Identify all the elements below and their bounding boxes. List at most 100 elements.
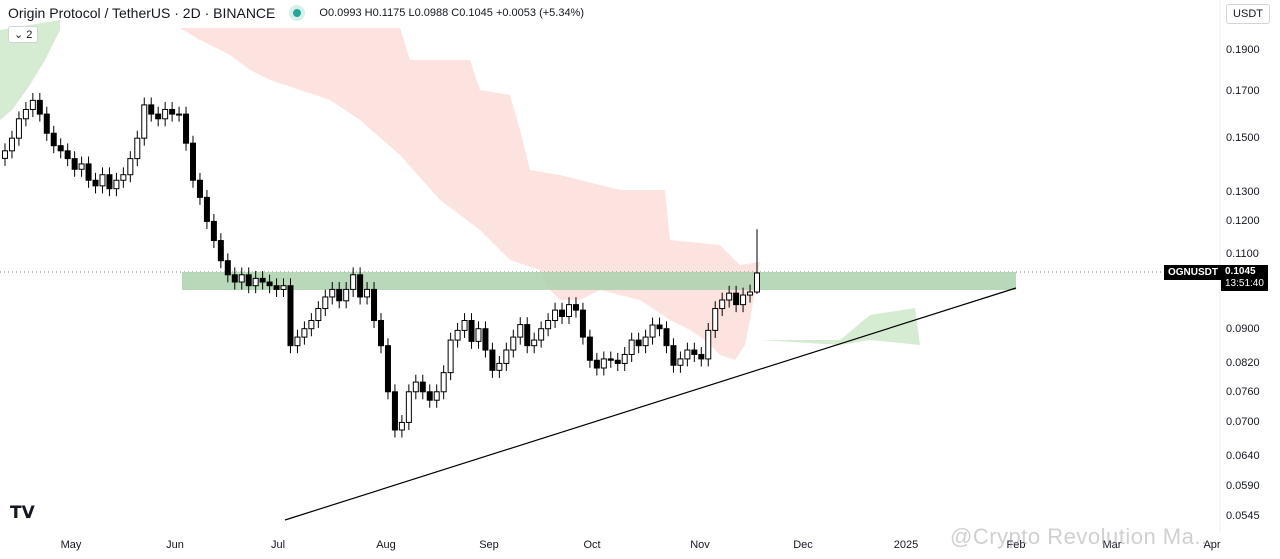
candle-body — [92, 179, 99, 187]
candle-body — [43, 113, 50, 134]
candle-body — [273, 285, 280, 290]
indicators-toggle[interactable]: ⌄ 2 — [8, 26, 39, 43]
candle-body — [350, 274, 357, 290]
candle-body — [85, 163, 92, 181]
price-tick: 0.0590 — [1226, 480, 1260, 493]
candle-body — [245, 274, 252, 287]
candle-body — [203, 196, 210, 222]
candle-body — [2, 150, 8, 159]
candle-body — [412, 381, 419, 393]
candle-body — [169, 108, 176, 115]
price-tick: 0.1100 — [1226, 247, 1259, 260]
candle-body — [726, 292, 733, 301]
price-tick: 0.0760 — [1226, 385, 1260, 398]
candle-body — [210, 220, 217, 242]
candle-body — [78, 163, 85, 170]
candle-body — [684, 349, 691, 360]
candle-body — [677, 358, 684, 366]
candle-body — [517, 324, 524, 338]
candle-body — [22, 108, 29, 120]
candle-body — [489, 349, 496, 371]
candle-body — [364, 288, 371, 298]
price-tick: 0.0900 — [1226, 322, 1260, 335]
candle-body — [391, 391, 398, 431]
candle-body — [691, 349, 698, 355]
tradingview-logo[interactable]: 𝗧𝗩 — [10, 503, 35, 522]
time-tick: Feb — [1006, 539, 1026, 551]
candles — [2, 92, 760, 438]
candle-body — [134, 137, 141, 160]
candle-body — [336, 288, 343, 302]
candle-body — [155, 113, 162, 120]
candle-body — [747, 291, 754, 296]
candle-body — [545, 320, 552, 330]
symbol-price-label: OGNUSDT — [1164, 265, 1222, 280]
time-tick: May — [60, 539, 82, 551]
candle-body — [259, 277, 266, 283]
candle-body — [593, 359, 600, 369]
candle-body — [224, 260, 231, 276]
currency-button[interactable]: USDT — [1226, 4, 1270, 24]
candle-body — [586, 336, 593, 361]
watermark: @Crypto Revolution Ma... — [950, 524, 1215, 549]
candle-body — [127, 158, 134, 176]
chevron-down-icon: ⌄ — [14, 29, 27, 41]
candle-body — [698, 353, 705, 360]
candle-body — [482, 328, 489, 351]
ichimoku-cloud-bull-left — [0, 20, 60, 120]
candle-body — [524, 324, 531, 347]
candle-body — [642, 336, 649, 347]
candle-body — [510, 336, 517, 351]
price-tick: 0.1300 — [1226, 185, 1260, 198]
candle-body — [280, 285, 287, 290]
candle-body — [36, 99, 43, 115]
ohlc-values: O0.0993 H0.1175 L0.0988 C0.1045 +0.0053 … — [319, 7, 585, 19]
indicator-count: 2 — [26, 29, 33, 41]
candle-body — [663, 328, 670, 347]
candle-body — [531, 339, 538, 347]
ichimoku-cloud-bear — [180, 28, 760, 360]
candle-body — [308, 320, 315, 330]
time-tick: Jul — [270, 539, 286, 551]
candle-body — [475, 328, 482, 342]
candle-body — [266, 281, 273, 287]
candle-body — [99, 174, 106, 187]
candle-body — [231, 274, 238, 283]
symbol-title[interactable]: Origin Protocol / TetherUS · 2D · BINANC… — [8, 5, 276, 21]
price-tick: 0.0700 — [1226, 416, 1260, 429]
candle-body — [322, 296, 329, 310]
candle-body — [559, 309, 566, 317]
candle-body — [649, 324, 656, 338]
price-tick: 0.1200 — [1226, 215, 1260, 228]
candle-body — [343, 288, 350, 302]
candle-body — [238, 274, 245, 283]
candle-body — [50, 132, 57, 147]
candle-body — [552, 309, 559, 322]
candle-body — [635, 339, 642, 347]
candle-body — [8, 137, 15, 152]
support-zone — [182, 272, 1016, 290]
candle-body — [712, 308, 719, 331]
candle-body — [252, 277, 259, 287]
candle-body — [315, 308, 322, 322]
candle-body — [176, 113, 183, 116]
candle-body — [705, 329, 712, 360]
time-tick: Mar — [1102, 539, 1122, 551]
candle-body — [183, 113, 190, 144]
current-price-label: 0.1045 13:51:40 — [1221, 265, 1268, 291]
candle-body — [461, 320, 468, 331]
candle-body — [106, 174, 113, 190]
bar-countdown: 13:51:40 — [1225, 278, 1264, 289]
candle-body — [621, 353, 628, 364]
candle-body — [440, 372, 447, 393]
candle-body — [607, 358, 614, 361]
candle-body — [433, 391, 440, 401]
candle-body — [287, 285, 294, 347]
market-status-icon — [293, 9, 302, 17]
candle-body — [113, 179, 120, 190]
trendline[interactable] — [284, 287, 1017, 521]
candle-body — [378, 320, 384, 347]
candle-body — [162, 108, 169, 120]
candle-body — [503, 349, 510, 364]
